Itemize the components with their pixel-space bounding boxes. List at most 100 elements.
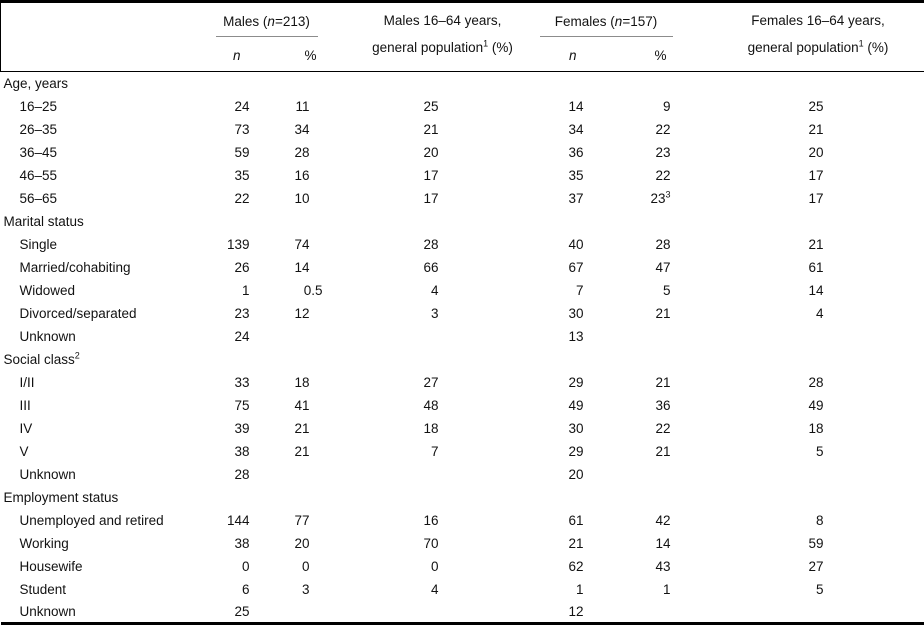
data-cell: 0.5 bbox=[303, 282, 323, 298]
data-cell: 7 bbox=[430, 443, 439, 459]
data-cell: 14 bbox=[294, 259, 310, 275]
row-label: Social class2 bbox=[3, 350, 80, 367]
data-cell: 29 bbox=[568, 374, 584, 390]
data-cell: 21 bbox=[423, 121, 439, 137]
table-row: Student 6 3 4 1 1 5 bbox=[1, 578, 924, 601]
data-cell bbox=[196, 348, 256, 371]
data-cell bbox=[318, 325, 448, 348]
data-cell: 14 bbox=[655, 535, 671, 551]
table-row: Unknown 25 12 bbox=[1, 601, 924, 624]
males-group-label: Males (n=213) bbox=[215, 14, 318, 37]
row-spacer bbox=[828, 141, 924, 164]
data-cell: 43 bbox=[655, 558, 671, 574]
data-cell: 233 bbox=[650, 189, 671, 206]
data-cell: 70 bbox=[423, 535, 439, 551]
data-cell bbox=[588, 601, 673, 624]
data-cell bbox=[196, 486, 256, 509]
data-cell bbox=[256, 325, 318, 348]
data-cell: 22 bbox=[655, 121, 671, 137]
males-group-header: Males (n=213) bbox=[196, 2, 318, 40]
row-label: Employment status bbox=[3, 489, 119, 505]
data-cell: 28 bbox=[294, 144, 310, 160]
data-cell: 24 bbox=[234, 98, 250, 114]
data-cell: 74 bbox=[294, 236, 310, 252]
data-cell: 28 bbox=[808, 374, 824, 390]
data-cell: 17 bbox=[423, 167, 439, 183]
data-cell bbox=[448, 348, 588, 371]
males-genpop-header: Males 16–64 years, general population1 (%… bbox=[318, 2, 513, 72]
data-cell: 35 bbox=[234, 167, 250, 183]
row-spacer bbox=[828, 118, 924, 141]
data-cell: 0 bbox=[301, 558, 310, 574]
data-cell: 10 bbox=[294, 190, 310, 206]
row-spacer bbox=[828, 95, 924, 118]
data-cell: 25 bbox=[423, 98, 439, 114]
data-cell: 20 bbox=[808, 144, 824, 160]
data-cell: 75 bbox=[234, 397, 250, 413]
males-n-column-header: n bbox=[232, 47, 241, 63]
data-cell: 18 bbox=[423, 420, 439, 436]
row-spacer bbox=[828, 440, 924, 463]
row-label: Unknown bbox=[19, 603, 76, 619]
data-cell: 9 bbox=[662, 98, 671, 114]
data-cell: 13 bbox=[568, 328, 584, 344]
data-cell: 0 bbox=[430, 558, 439, 574]
males-pct-column-header: % bbox=[304, 47, 317, 63]
row-label: Divorced/separated bbox=[19, 305, 137, 321]
females-group-header: Females (n=157) bbox=[448, 2, 673, 40]
row-spacer bbox=[828, 601, 924, 624]
data-cell: 59 bbox=[808, 535, 824, 551]
data-cell: 14 bbox=[808, 282, 824, 298]
data-cell: 48 bbox=[423, 397, 439, 413]
data-cell: 41 bbox=[294, 397, 310, 413]
row-spacer bbox=[828, 486, 924, 509]
data-cell: 36 bbox=[568, 144, 584, 160]
section-row: Employment status bbox=[1, 486, 924, 509]
data-cell: 11 bbox=[295, 98, 310, 114]
row-spacer bbox=[828, 325, 924, 348]
data-cell: 21 bbox=[568, 535, 584, 551]
data-cell: 26 bbox=[234, 259, 250, 275]
data-cell: 5 bbox=[662, 282, 671, 298]
data-cell bbox=[673, 601, 828, 624]
data-cell: 144 bbox=[226, 512, 250, 528]
row-label: Housewife bbox=[19, 558, 83, 574]
row-label: Age, years bbox=[3, 75, 69, 91]
row-label: I/II bbox=[19, 374, 35, 390]
table-row: Unknown 24 13 bbox=[1, 325, 924, 348]
data-cell: 73 bbox=[234, 121, 250, 137]
table-row: 46–55 35 16 17 35 22 17 bbox=[1, 164, 924, 187]
data-cell bbox=[256, 348, 318, 371]
data-cell: 1 bbox=[575, 581, 584, 597]
table-row: Working 38 20 70 21 14 59 bbox=[1, 532, 924, 555]
data-cell: 25 bbox=[808, 98, 824, 114]
data-cell bbox=[256, 210, 318, 233]
females-genpop-header: Females 16–64 years, general population1 … bbox=[673, 2, 889, 72]
data-cell bbox=[318, 72, 448, 95]
data-cell: 3 bbox=[430, 305, 439, 321]
males-genpop-label: Males 16–64 years, general population1 (%… bbox=[372, 13, 513, 55]
data-cell: 77 bbox=[294, 512, 310, 528]
row-label: Single bbox=[19, 236, 58, 252]
table-row: Widowed 1 0.5 4 7 5 14 bbox=[1, 279, 924, 302]
data-cell: 18 bbox=[808, 420, 824, 436]
table-row: 36–45 59 28 20 36 23 20 bbox=[1, 141, 924, 164]
data-cell: 28 bbox=[234, 466, 250, 482]
data-cell bbox=[588, 325, 673, 348]
data-cell bbox=[588, 348, 673, 371]
data-cell bbox=[588, 463, 673, 486]
data-cell: 29 bbox=[568, 443, 584, 459]
data-cell bbox=[318, 463, 448, 486]
data-cell: 4 bbox=[815, 305, 824, 321]
data-cell bbox=[448, 210, 588, 233]
row-spacer bbox=[828, 578, 924, 601]
data-cell: 21 bbox=[808, 121, 824, 137]
data-cell: 7 bbox=[575, 282, 584, 298]
data-cell bbox=[673, 325, 828, 348]
data-cell: 47 bbox=[655, 259, 671, 275]
data-cell: 14 bbox=[568, 98, 584, 114]
data-cell: 5 bbox=[815, 443, 824, 459]
data-cell: 23 bbox=[655, 144, 671, 160]
table-row: Housewife 0 0 0 62 43 27 bbox=[1, 555, 924, 578]
data-cell: 38 bbox=[234, 443, 250, 459]
